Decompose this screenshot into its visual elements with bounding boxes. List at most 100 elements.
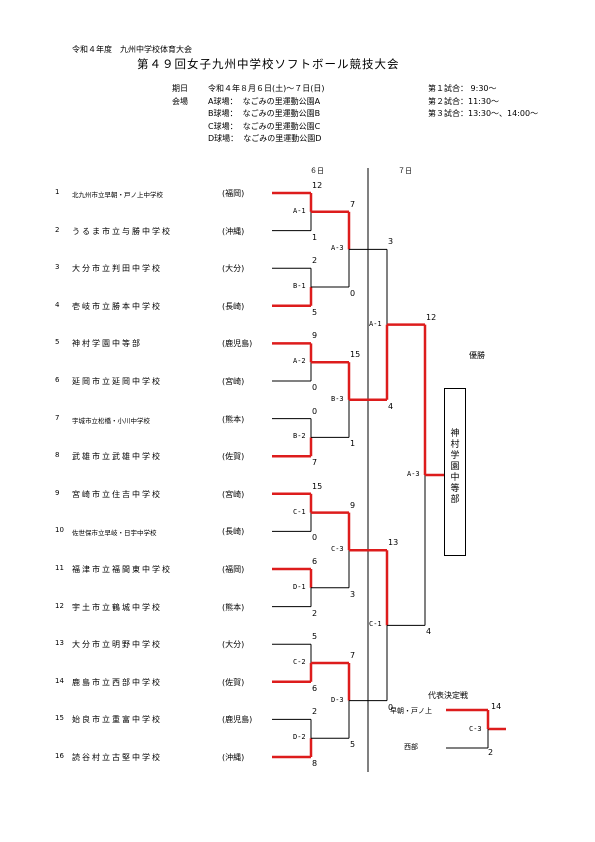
match-score: 2 [312, 256, 318, 266]
team-prefecture: (福岡) [222, 565, 245, 574]
match-label: B-2 [293, 432, 306, 441]
team-number: 13 [55, 639, 64, 648]
day-header: ６日 [310, 167, 324, 175]
match-score: 0 [312, 383, 318, 392]
match-label: A-2 [293, 357, 306, 366]
team-prefecture: (佐賀) [222, 452, 245, 462]
champion-team: 神村学園中等部 [450, 429, 460, 505]
match-score: 2 [312, 707, 318, 717]
team-number: 4 [55, 300, 60, 309]
venue-row: C球場： なごみの里運動公園C [208, 121, 321, 131]
match-label: C-3 [331, 545, 344, 554]
schedule-item: 第３試合：13:30～、14:00～ [428, 109, 539, 118]
match-label: A-1 [369, 319, 382, 328]
schedule: 第１試合： 9:30～ 第２試合：11:30～ 第３試合：13:30～、14:0… [428, 83, 538, 121]
team-name: 宇城市立松橋・小川中学校 [72, 416, 150, 425]
match-score: 7 [350, 199, 356, 209]
match-label: D-2 [293, 733, 306, 742]
team-name: 佐世保市立早岐・日宇中学校 [72, 529, 157, 538]
team-number: 8 [55, 451, 60, 460]
team-name: 延岡市立延岡中学校 [72, 377, 162, 386]
team-prefecture: (長崎) [222, 527, 245, 537]
venue-row: A球場： なごみの里運動公園A [208, 96, 321, 106]
match-score: 3 [350, 589, 356, 599]
match-score: 9 [350, 500, 356, 510]
champion-box: 神村学園中等部 [444, 388, 466, 556]
team-prefecture: (福岡) [222, 189, 245, 198]
match-score: 1 [350, 439, 356, 449]
match-label: C-1 [369, 620, 382, 629]
team-prefecture: (宮崎) [222, 489, 245, 499]
header-line: 令和４年度 九州中学校体育大会 [72, 45, 192, 54]
match-score: 7 [350, 651, 356, 660]
match-label: B-1 [293, 282, 306, 290]
match-label: D-1 [293, 582, 306, 591]
team-prefecture: (熊本) [222, 414, 245, 424]
match-score: 5 [312, 307, 318, 317]
team-prefecture: (熊本) [222, 602, 245, 612]
team-name: 大分市立判田中学校 [72, 264, 162, 274]
match-score: 0 [312, 533, 318, 543]
match-score: 9 [312, 331, 318, 341]
team-prefecture: (長崎) [222, 301, 245, 311]
team-number: 9 [55, 488, 60, 497]
venue-row: B球場： なごみの里運動公園B [208, 109, 321, 118]
team-name: 福津市立福間東中学校 [72, 565, 172, 574]
team-number: 1 [55, 188, 60, 196]
team-number: 15 [55, 714, 64, 723]
period-value: 令和４年８月６日(土)～７日(日) [208, 84, 325, 93]
page-title: 第４９回女子九州中学校ソフトボール競技大会 [137, 57, 400, 71]
match-score: 15 [350, 350, 361, 360]
team-prefecture: (大分) [222, 264, 245, 274]
match-score: 1 [312, 232, 318, 242]
team-name: 北九州市立早朝・戸ノ上中学校 [72, 191, 163, 199]
team-number: 6 [55, 376, 60, 384]
info-labels: 期日 会場 [172, 83, 188, 108]
match-score: 7 [312, 458, 318, 468]
team-name: 壱岐市立勝本中学校 [72, 301, 162, 311]
match-score: 13 [388, 538, 399, 548]
match-score: 6 [312, 683, 318, 693]
match-label: C-1 [293, 507, 306, 516]
team-prefecture: (鹿児島) [222, 715, 253, 725]
team-number: 16 [55, 752, 64, 760]
team-prefecture: (沖縄) [222, 226, 245, 236]
team-name: 宮崎市立住吉中学校 [72, 489, 162, 499]
match-label: D-3 [331, 695, 344, 704]
info-values: 令和４年８月６日(土)～７日(日) A球場： なごみの里運動公園A B球場： な… [208, 83, 324, 146]
team-number: 2 [55, 225, 60, 234]
match-label: A-3 [331, 244, 344, 253]
match-score: 6 [312, 557, 318, 566]
match-label: C-2 [293, 658, 306, 666]
team-name: 武雄市立武雄中学校 [72, 452, 162, 462]
representative-bottom-score: 2 [488, 748, 494, 757]
match-score: 5 [350, 740, 356, 750]
team-number: 12 [55, 601, 64, 610]
venue-row: D球場： なごみの里運動公園D [208, 134, 322, 143]
team-number: 11 [55, 564, 64, 572]
representative-top-score: 14 [491, 702, 502, 711]
team-name: うるま市立与勝中学校 [72, 226, 172, 236]
team-prefecture: (鹿児島) [222, 339, 253, 349]
venue-label: 会場 [172, 96, 188, 106]
match-score: 0 [312, 406, 318, 416]
team-prefecture: (佐賀) [222, 677, 245, 687]
team-name: 鹿島市立西部中学校 [72, 677, 162, 687]
representative-label: 代表決定戦 [428, 691, 468, 700]
match-score: 5 [312, 632, 318, 642]
representative-top-team: 早朝・戸ノ上 [390, 707, 432, 715]
match-score: 8 [312, 759, 318, 768]
team-name: 宇土市立鶴城中学校 [72, 602, 162, 612]
match-label: A-1 [293, 206, 306, 215]
schedule-item: 第１試合： 9:30～ [428, 84, 497, 93]
match-score: 0 [350, 289, 356, 298]
match-score: 4 [426, 627, 432, 637]
champion-label: 優勝 [469, 351, 485, 360]
team-name: 大分市立明野中学校 [72, 640, 162, 650]
team-number: 5 [55, 338, 60, 347]
team-name: 神村学園中等部 [72, 339, 142, 349]
match-score: 0 [388, 702, 394, 712]
representative-bottom-team: 西部 [404, 743, 418, 751]
team-number: 14 [55, 676, 64, 685]
